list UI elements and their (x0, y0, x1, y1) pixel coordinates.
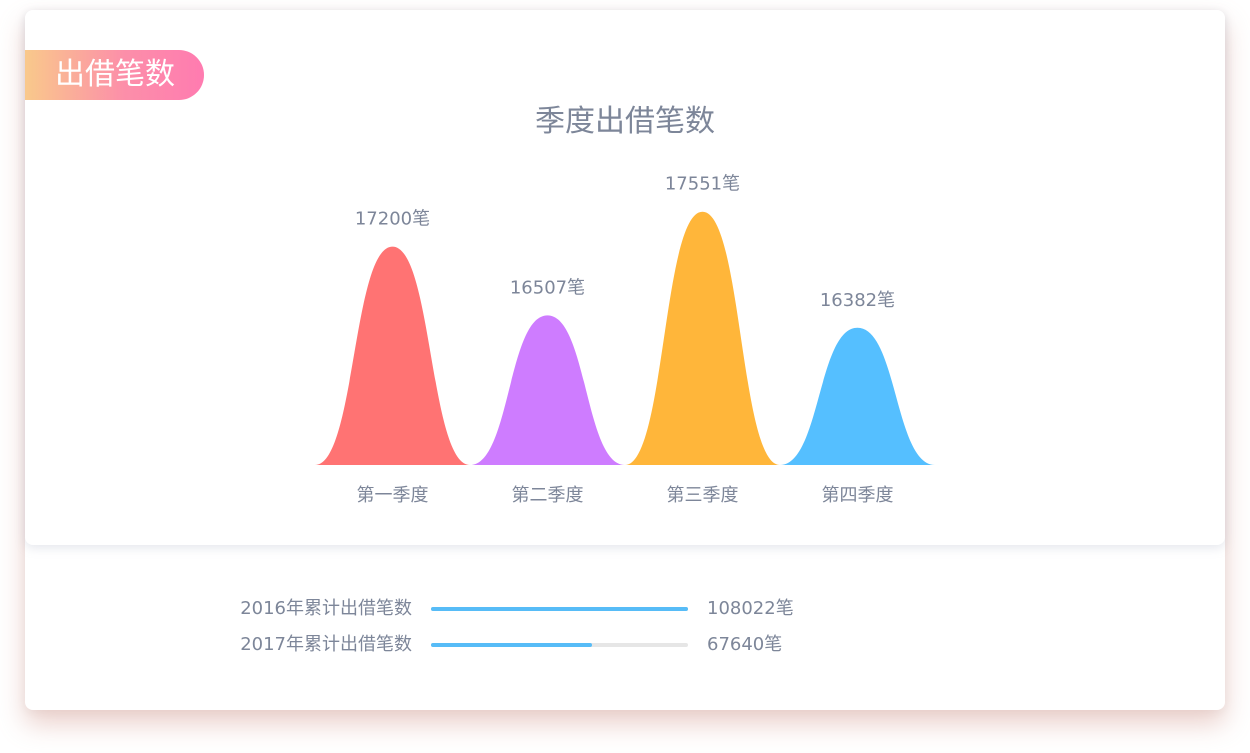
summary-row-2017: 2017年累计出借笔数 67640笔 (0, 633, 1250, 657)
peak-q2 (470, 315, 625, 465)
progress-track-2017 (431, 643, 688, 647)
summary-label-2017: 2017年累计出借笔数 (240, 634, 412, 655)
chart-panel (25, 10, 1225, 545)
category-label-q2: 第二季度 (512, 485, 584, 506)
summary-value-2016: 108022笔 (707, 598, 794, 619)
summary-label-2016: 2016年累计出借笔数 (240, 598, 412, 619)
peak-q4 (780, 327, 935, 465)
value-label-q2: 16507笔 (510, 277, 585, 298)
peak-q3 (625, 211, 780, 465)
section-badge: 出借笔数 (25, 50, 204, 100)
category-label-q4: 第四季度 (822, 485, 894, 506)
category-label-q1: 第一季度 (357, 485, 429, 506)
summary-value-2017: 67640笔 (707, 634, 783, 655)
progress-track-2016 (431, 607, 688, 611)
summary-row-2016: 2016年累计出借笔数 108022笔 (0, 597, 1250, 621)
value-label-q1: 17200笔 (355, 209, 430, 230)
quarterly-peak-chart: 17200笔 16507笔 17551笔 16382笔 第一季度 第二季度 第三季度 第四季… (315, 174, 935, 506)
category-label-q3: 第三季度 (667, 485, 739, 506)
progress-fill-2016 (431, 607, 688, 611)
value-label-q3: 17551笔 (665, 174, 740, 195)
chart-title: 季度出借笔数 (535, 104, 715, 139)
peak-q1 (315, 246, 470, 465)
value-label-q4: 16382笔 (820, 290, 895, 311)
progress-fill-2017 (431, 643, 592, 647)
